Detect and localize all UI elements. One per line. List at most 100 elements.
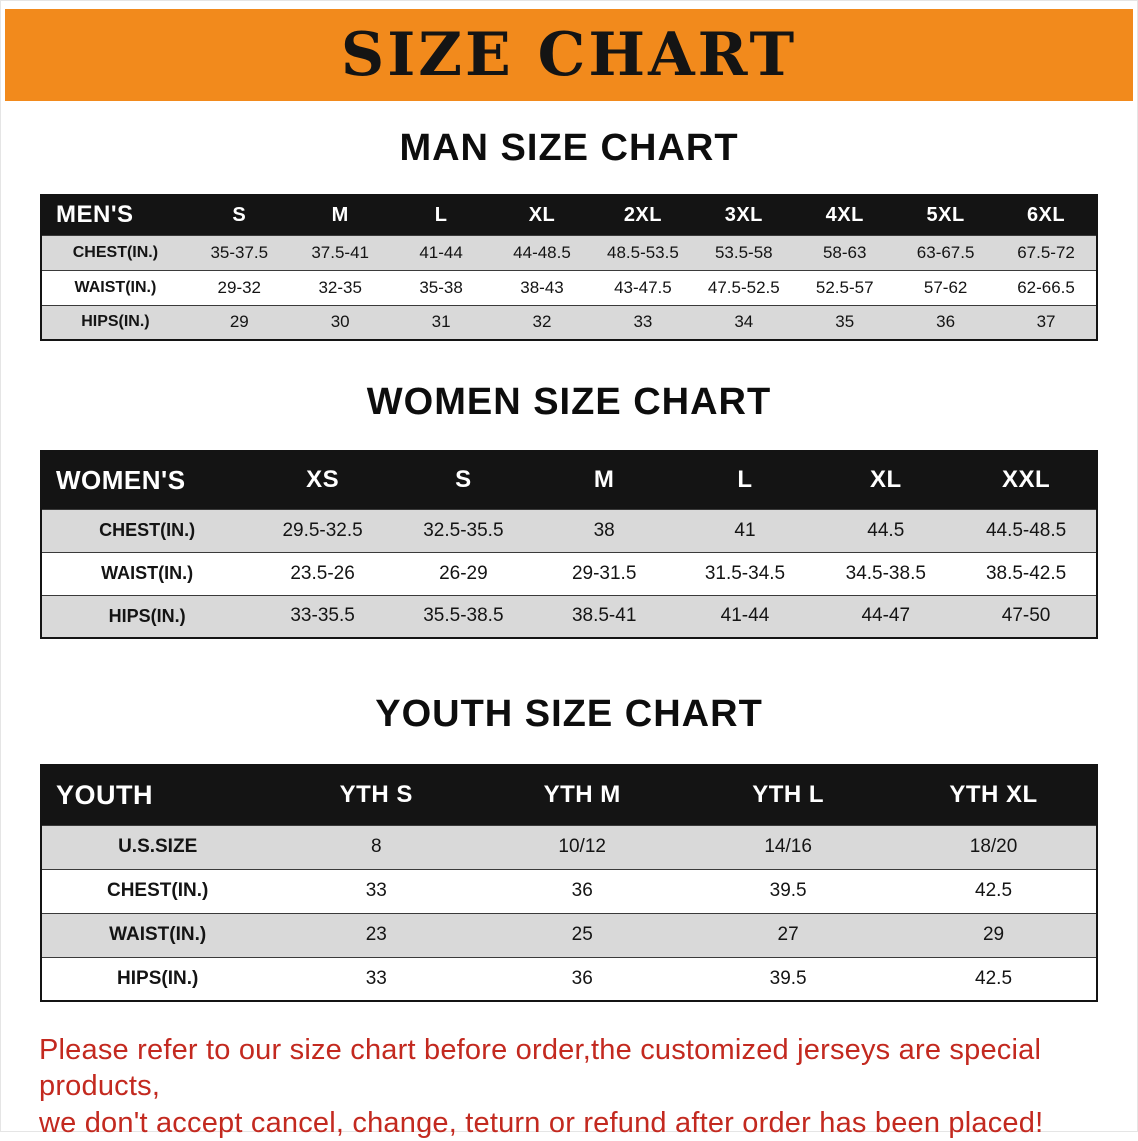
row-label: WAIST(IN.) <box>41 551 253 595</box>
table-corner-label: MEN'S <box>41 195 189 235</box>
page-title: SIZE CHART <box>340 20 798 90</box>
size-value-cell: 44.5-48.5 <box>956 508 1097 552</box>
size-column-header: XL <box>815 451 957 509</box>
size-value-cell: 35.5-38.5 <box>392 594 534 638</box>
row-label: WAIST(IN.) <box>41 269 189 305</box>
table-row: WAIST(IN.) 23 25 27 29 <box>41 912 1097 957</box>
size-column-header: YTH M <box>479 765 686 825</box>
size-value-cell: 42.5 <box>891 956 1097 1001</box>
men-size-table: MEN'S S M L XL 2XL 3XL 4XL 5XL 6XL CHEST(IN.) 35-37… <box>40 194 1098 341</box>
size-value-cell: 23 <box>273 912 480 957</box>
size-value-cell: 29-31.5 <box>533 551 675 595</box>
size-value-cell: 35-38 <box>390 269 492 305</box>
size-value-cell: 26-29 <box>392 551 534 595</box>
size-value-cell: 47-50 <box>956 594 1097 638</box>
size-value-cell: 29 <box>891 912 1097 957</box>
size-column-header: XXL <box>956 451 1097 509</box>
size-value-cell: 34 <box>693 304 795 340</box>
table-header-row: WOMEN'S XS S M L XL XXL <box>41 451 1097 509</box>
size-value-cell: 43-47.5 <box>592 269 694 305</box>
size-value-cell: 62-66.5 <box>996 269 1097 305</box>
row-label: U.S.SIZE <box>41 824 274 869</box>
table-header-row: YOUTH YTH S YTH M YTH L YTH XL <box>41 765 1097 825</box>
size-value-cell: 29 <box>188 304 290 340</box>
size-value-cell: 33 <box>273 956 480 1001</box>
table-row: CHEST(IN.) 35-37.5 37.5-41 41-44 44-48.5 48.5… <box>41 234 1097 270</box>
size-value-cell: 18/20 <box>891 824 1097 869</box>
size-value-cell: 44-47 <box>815 594 957 638</box>
size-value-cell: 36 <box>479 956 686 1001</box>
row-label: HIPS(IN.) <box>41 594 253 638</box>
women-size-table: WOMEN'S XS S M L XL XXL CHEST(IN.) 29.5-32.5 32.5… <box>40 450 1098 639</box>
size-column-header: 3XL <box>693 195 795 235</box>
size-value-cell: 48.5-53.5 <box>592 234 694 270</box>
size-column-header: 2XL <box>592 195 694 235</box>
size-value-cell: 42.5 <box>891 868 1097 913</box>
size-column-header: S <box>392 451 534 509</box>
table-corner-label: WOMEN'S <box>41 451 253 509</box>
size-value-cell: 29-32 <box>188 269 290 305</box>
table-row: CHEST(IN.) 29.5-32.5 32.5-35.5 38 41 44.5 44.5… <box>41 508 1097 552</box>
table-row: HIPS(IN.) 33-35.5 35.5-38.5 38.5-41 41-44 44-… <box>41 594 1097 638</box>
size-column-header: YTH XL <box>891 765 1097 825</box>
size-value-cell: 35-37.5 <box>188 234 290 270</box>
table-corner-label: YOUTH <box>41 765 274 825</box>
men-section-title: MAN SIZE CHART <box>399 127 739 169</box>
size-value-cell: 52.5-57 <box>794 269 896 305</box>
size-value-cell: 14/16 <box>685 824 892 869</box>
size-value-cell: 53.5-58 <box>693 234 795 270</box>
size-value-cell: 38.5-41 <box>533 594 675 638</box>
size-column-header: M <box>533 451 675 509</box>
youth-section-title: YOUTH SIZE CHART <box>375 693 763 735</box>
row-label: CHEST(IN.) <box>41 868 274 913</box>
size-column-header: XL <box>491 195 593 235</box>
size-value-cell: 36 <box>895 304 997 340</box>
size-column-header: 6XL <box>996 195 1097 235</box>
size-table: YOUTH YTH S YTH M YTH L YTH XL U.S.SIZE 8 10/12… <box>40 764 1098 1002</box>
row-label: HIPS(IN.) <box>41 956 274 1001</box>
size-value-cell: 41-44 <box>390 234 492 270</box>
size-value-cell: 38 <box>533 508 675 552</box>
size-column-header: YTH S <box>273 765 480 825</box>
size-column-header: M <box>289 195 391 235</box>
table-header-row: MEN'S S M L XL 2XL 3XL 4XL 5XL 6XL <box>41 195 1097 235</box>
size-table: WOMEN'S XS S M L XL XXL CHEST(IN.) 29.5-32.5 32.5… <box>40 450 1098 639</box>
size-value-cell: 33-35.5 <box>252 594 393 638</box>
size-value-cell: 25 <box>479 912 686 957</box>
table-row: WAIST(IN.) 29-32 32-35 35-38 38-43 43-47.5 47.… <box>41 269 1097 305</box>
size-value-cell: 36 <box>479 868 686 913</box>
size-value-cell: 10/12 <box>479 824 686 869</box>
size-column-header: L <box>390 195 492 235</box>
size-value-cell: 47.5-52.5 <box>693 269 795 305</box>
size-value-cell: 44-48.5 <box>491 234 593 270</box>
size-value-cell: 8 <box>273 824 480 869</box>
size-value-cell: 37.5-41 <box>289 234 391 270</box>
row-label: CHEST(IN.) <box>41 508 253 552</box>
size-value-cell: 38.5-42.5 <box>956 551 1097 595</box>
size-value-cell: 39.5 <box>685 868 892 913</box>
size-column-header: XS <box>252 451 393 509</box>
size-value-cell: 67.5-72 <box>996 234 1097 270</box>
table-row: CHEST(IN.) 33 36 39.5 42.5 <box>41 868 1097 913</box>
size-value-cell: 57-62 <box>895 269 997 305</box>
size-value-cell: 38-43 <box>491 269 593 305</box>
table-row: WAIST(IN.) 23.5-26 26-29 29-31.5 31.5-34.5 34… <box>41 551 1097 595</box>
size-value-cell: 32.5-35.5 <box>392 508 534 552</box>
disclaimer-line-1: Please refer to our size chart before or… <box>39 1034 1042 1103</box>
size-value-cell: 35 <box>794 304 896 340</box>
table-row: HIPS(IN.) 33 36 39.5 42.5 <box>41 956 1097 1001</box>
size-column-header: S <box>188 195 290 235</box>
size-value-cell: 41 <box>674 508 816 552</box>
row-label: CHEST(IN.) <box>41 234 189 270</box>
table-row: U.S.SIZE 8 10/12 14/16 18/20 <box>41 824 1097 869</box>
size-value-cell: 58-63 <box>794 234 896 270</box>
size-value-cell: 33 <box>592 304 694 340</box>
size-value-cell: 39.5 <box>685 956 892 1001</box>
women-section-title: WOMEN SIZE CHART <box>366 381 772 423</box>
size-value-cell: 30 <box>289 304 391 340</box>
row-label: HIPS(IN.) <box>41 304 189 340</box>
row-label: WAIST(IN.) <box>41 912 274 957</box>
size-table: MEN'S S M L XL 2XL 3XL 4XL 5XL 6XL CHEST(IN.) 35-37… <box>40 194 1098 341</box>
size-value-cell: 63-67.5 <box>895 234 997 270</box>
size-value-cell: 31 <box>390 304 492 340</box>
